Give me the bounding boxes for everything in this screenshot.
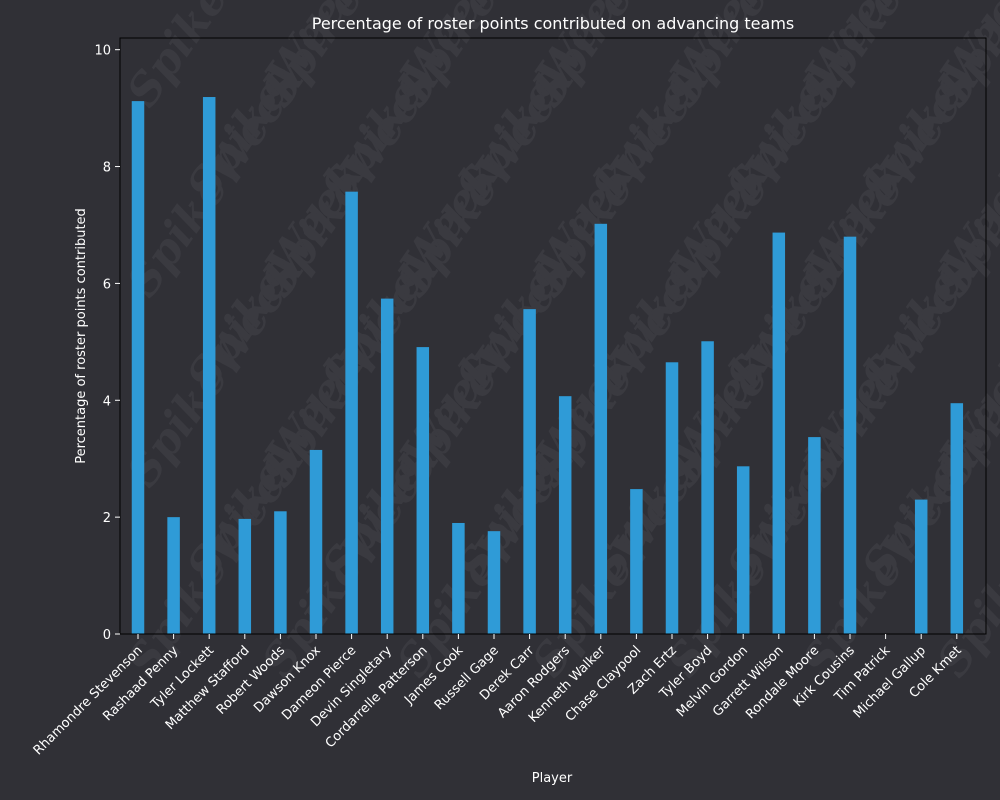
bar-rhamondre-stevenson xyxy=(131,101,145,635)
y-tick-label: 10 xyxy=(94,44,111,59)
bar-cole-kmet xyxy=(950,403,964,634)
bar-derek-carr xyxy=(523,309,536,634)
plot-frame xyxy=(119,37,987,635)
bar-matthew-stafford xyxy=(238,518,252,634)
bar-kenneth-walker xyxy=(594,223,608,634)
y-axis: 0 2 4 6 8 10 xyxy=(94,44,120,643)
bar-rashaad-penny xyxy=(167,517,180,634)
bar-tyler-lockett xyxy=(202,97,216,634)
x-axis-label: Player xyxy=(532,771,573,786)
y-tick-label: 8 xyxy=(103,161,111,176)
y-axis-label: Percentage of roster points contributed xyxy=(74,208,89,464)
bar-cordarrelle-patterson xyxy=(416,347,430,634)
bar-garrett-wilson xyxy=(772,232,786,634)
y-tick-label: 6 xyxy=(103,277,111,292)
chart-title: Percentage of roster points contributed … xyxy=(312,14,795,33)
bar-michael-gallup xyxy=(914,499,928,634)
bar-james-cook xyxy=(452,522,465,634)
bar-melvin-gordon xyxy=(736,466,750,634)
bar-devin-singletary xyxy=(380,298,394,634)
y-tick-label: 4 xyxy=(103,394,111,409)
bars-group xyxy=(131,97,964,635)
bar-zach-ertz xyxy=(665,362,679,634)
bar-aaron-rodgers xyxy=(558,396,572,634)
bar-dawson-knox xyxy=(309,449,323,634)
bar-kirk-cousins xyxy=(843,236,857,635)
bar-tyler-boyd xyxy=(701,341,714,634)
bar-dameon-pierce xyxy=(345,191,358,635)
y-tick-label: 2 xyxy=(103,511,111,526)
y-tick-label: 0 xyxy=(103,628,111,643)
bar-russell-gage xyxy=(487,531,501,634)
bar-rondale-moore xyxy=(808,437,821,634)
bar-robert-woods xyxy=(274,511,287,634)
bar-chase-claypool xyxy=(630,489,643,634)
